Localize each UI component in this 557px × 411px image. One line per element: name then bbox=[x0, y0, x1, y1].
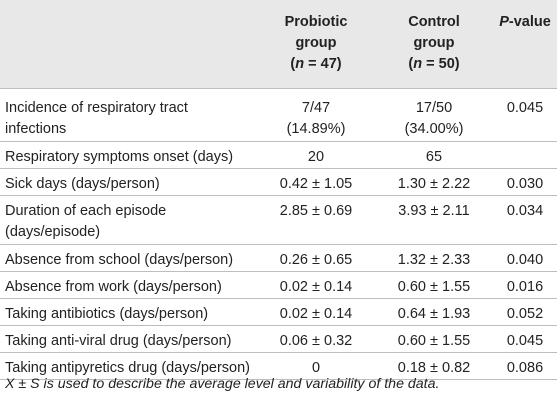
row-label-line: Taking antipyretics drug (days/person) bbox=[5, 360, 251, 376]
table-footnote: X ± S is used to describe the average le… bbox=[5, 374, 553, 394]
probiotic-value: 7/47 (14.89%) bbox=[258, 98, 374, 140]
probiotic-value: 2.85 ± 0.69 bbox=[258, 201, 374, 222]
probiotic-value-line: (14.89%) bbox=[286, 121, 346, 137]
row-label: Taking antibiotics (days/person) bbox=[5, 304, 263, 325]
control-value: 0.60 ± 1.55 bbox=[376, 277, 492, 298]
probiotic-value-line: 2.85 ± 0.69 bbox=[279, 203, 353, 219]
header-probiotic-line-2: group bbox=[295, 35, 337, 51]
probiotic-value-line: 0.26 ± 0.65 bbox=[279, 252, 353, 268]
p-value: 0.016 bbox=[506, 279, 544, 295]
header-control-line-1: Control bbox=[408, 14, 460, 30]
table-row: Absence from school (days/person) 0.26 ± … bbox=[0, 244, 557, 271]
control-value-line: 1.32 ± 2.33 bbox=[397, 252, 471, 268]
row-label-line: Sick days (days/person) bbox=[5, 176, 160, 192]
row-divider bbox=[0, 379, 557, 380]
row-label-line: (days/episode) bbox=[5, 224, 101, 240]
table-row: Respiratory symptoms onset (days) 20 65 bbox=[0, 141, 557, 168]
probiotic-value-line: 0.02 ± 0.14 bbox=[279, 306, 353, 322]
control-value: 0.64 ± 1.93 bbox=[376, 304, 492, 325]
probiotic-value-line: 0.42 ± 1.05 bbox=[279, 176, 353, 192]
row-label: Absence from work (days/person) bbox=[5, 277, 263, 298]
probiotic-value: 0.06 ± 0.32 bbox=[258, 331, 374, 352]
row-divider bbox=[0, 195, 557, 196]
row-divider bbox=[0, 325, 557, 326]
table-row: Taking antipyretics drug (days/person) 0 0… bbox=[0, 352, 557, 379]
control-value-line: 0.60 ± 1.55 bbox=[397, 333, 471, 349]
row-label: Incidence of respiratory tract infections bbox=[5, 98, 263, 140]
row-label-line: infections bbox=[5, 121, 67, 137]
header-probiotic-line-1: Probiotic bbox=[284, 14, 348, 30]
row-label-line: Respiratory symptoms onset (days) bbox=[5, 149, 234, 165]
control-value: 3.93 ± 2.11 bbox=[376, 201, 492, 222]
footnote-text: X ± S is used to describe the average le… bbox=[5, 376, 440, 392]
control-value-line: 65 bbox=[425, 149, 443, 165]
control-value-line: 1.30 ± 2.22 bbox=[397, 176, 471, 192]
table-row: Taking antibiotics (days/person) 0.02 ± 0… bbox=[0, 298, 557, 325]
control-value: 0.18 ± 0.82 bbox=[376, 358, 492, 379]
header-control-line-2: group bbox=[413, 35, 455, 51]
row-label-line: Duration of each episode bbox=[5, 203, 167, 219]
probiotic-value-line: 0.02 ± 0.14 bbox=[279, 279, 353, 295]
probiotic-value: 0.42 ± 1.05 bbox=[258, 174, 374, 195]
control-value-line: 0.60 ± 1.55 bbox=[397, 279, 471, 295]
table-row: Sick days (days/person) 0.42 ± 1.05 1.30 ±… bbox=[0, 168, 557, 195]
table-header: Probiotic group (n = 47) Control group (… bbox=[0, 0, 557, 88]
table-row: Absence from work (days/person) 0.02 ± 0.… bbox=[0, 271, 557, 298]
row-label: Taking antipyretics drug (days/person) bbox=[5, 358, 263, 379]
row-label: Respiratory symptoms onset (days) bbox=[5, 147, 263, 168]
p-value: 0.040 bbox=[506, 252, 544, 268]
row-label-line: Taking antibiotics (days/person) bbox=[5, 306, 209, 322]
probiotic-value: 0 bbox=[258, 358, 374, 379]
header-control-group: Control group (n = 50) bbox=[376, 12, 492, 75]
row-divider bbox=[0, 244, 557, 245]
control-value: 0.60 ± 1.55 bbox=[376, 331, 492, 352]
probiotic-value: 20 bbox=[258, 147, 374, 168]
probiotic-value: 0.02 ± 0.14 bbox=[258, 277, 374, 298]
row-label: Taking anti-viral drug (days/person) bbox=[5, 331, 263, 352]
p-value: 0.045 bbox=[506, 100, 544, 116]
control-value: 17/50 (34.00%) bbox=[376, 98, 492, 140]
row-label-line: Absence from work (days/person) bbox=[5, 279, 222, 295]
control-value-line: (34.00%) bbox=[404, 121, 464, 137]
row-label-line: Incidence of respiratory tract bbox=[5, 100, 188, 116]
header-control-line-3: (n = 50) bbox=[408, 56, 460, 72]
probiotic-value-line: 0 bbox=[311, 360, 321, 376]
p-value: 0.052 bbox=[506, 306, 544, 322]
row-label-line: Taking anti-viral drug (days/person) bbox=[5, 333, 232, 349]
p-value: 0.086 bbox=[506, 360, 544, 376]
control-value: 1.30 ± 2.22 bbox=[376, 174, 492, 195]
table-row: Taking anti-viral drug (days/person) 0.06… bbox=[0, 325, 557, 352]
row-divider bbox=[0, 88, 557, 89]
row-divider bbox=[0, 168, 557, 169]
row-label: Sick days (days/person) bbox=[5, 174, 263, 195]
control-value-line: 0.18 ± 0.82 bbox=[397, 360, 471, 376]
row-label-line: Absence from school (days/person) bbox=[5, 252, 234, 268]
p-value: 0.045 bbox=[506, 333, 544, 349]
probiotic-value-line: 7/47 bbox=[301, 100, 331, 116]
row-divider bbox=[0, 352, 557, 353]
row-divider bbox=[0, 298, 557, 299]
control-value-line: 17/50 bbox=[415, 100, 453, 116]
table-row: Duration of each episode (days/episode) 2.… bbox=[0, 195, 557, 244]
header-p-value: P-value bbox=[499, 14, 551, 30]
control-value: 65 bbox=[376, 147, 492, 168]
control-value-line: 3.93 ± 2.11 bbox=[398, 203, 470, 219]
probiotic-value: 0.26 ± 0.65 bbox=[258, 250, 374, 271]
probiotic-value: 0.02 ± 0.14 bbox=[258, 304, 374, 325]
control-value: 1.32 ± 2.33 bbox=[376, 250, 492, 271]
header-probiotic-line-3: (n = 47) bbox=[290, 56, 342, 72]
probiotic-value-line: 0.06 ± 0.32 bbox=[279, 333, 353, 349]
row-label: Duration of each episode (days/episode) bbox=[5, 201, 263, 243]
p-value: 0.034 bbox=[506, 203, 544, 219]
row-divider bbox=[0, 271, 557, 272]
header-probiotic-group: Probiotic group (n = 47) bbox=[258, 12, 374, 75]
control-value-line: 0.64 ± 1.93 bbox=[397, 306, 471, 322]
p-value: 0.030 bbox=[506, 176, 544, 192]
probiotic-value-line: 20 bbox=[307, 149, 325, 165]
row-divider bbox=[0, 141, 557, 142]
row-label: Absence from school (days/person) bbox=[5, 250, 263, 271]
table-row: Incidence of respiratory tract infections… bbox=[0, 92, 557, 141]
